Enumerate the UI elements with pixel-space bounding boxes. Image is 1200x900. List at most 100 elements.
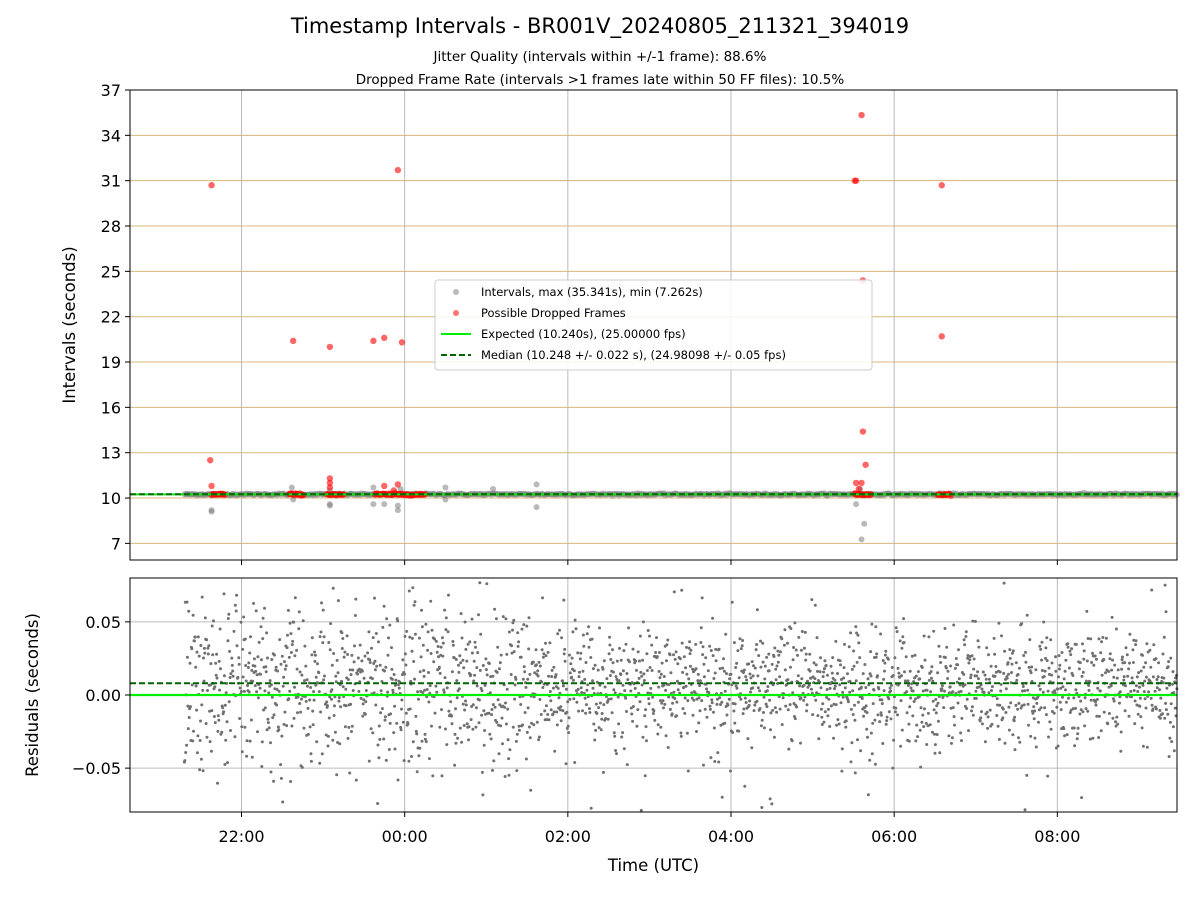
residual-point — [1095, 698, 1099, 701]
residual-point — [971, 619, 975, 623]
residual-point — [833, 684, 837, 688]
residual-point — [857, 641, 861, 645]
residual-point — [843, 686, 847, 690]
residual-point — [675, 700, 679, 704]
residual-point — [1091, 736, 1095, 740]
residual-point — [312, 698, 316, 702]
residual-point — [417, 697, 420, 701]
residual-point — [596, 668, 600, 672]
residual-point — [1009, 681, 1013, 685]
residual-point — [568, 653, 571, 657]
residual-point — [403, 672, 407, 676]
residual-point — [711, 616, 715, 620]
residual-point — [1057, 654, 1061, 658]
residual-point — [477, 613, 480, 617]
residual-point — [578, 657, 582, 661]
residual-point — [416, 690, 420, 694]
residual-point — [881, 742, 885, 745]
residual-point — [404, 663, 408, 667]
residual-point — [732, 641, 736, 645]
residual-point — [430, 628, 434, 632]
residual-point — [1170, 740, 1174, 744]
residual-point — [544, 641, 547, 645]
residual-point — [713, 671, 717, 675]
residual-point — [320, 601, 323, 605]
residual-point — [760, 806, 764, 809]
residual-point — [184, 751, 188, 754]
residual-point — [732, 709, 736, 713]
residual-point — [823, 710, 827, 714]
residual-point — [314, 683, 318, 687]
residual-point — [444, 727, 447, 731]
residual-point — [656, 723, 660, 727]
dropped-frame-point — [852, 479, 860, 487]
residual-point — [838, 659, 842, 663]
residual-point — [324, 733, 328, 737]
residual-point — [547, 718, 551, 722]
residual-point — [452, 656, 456, 660]
residual-point — [1045, 636, 1049, 640]
residual-point — [853, 718, 857, 722]
residual-point — [880, 698, 884, 702]
residual-point — [270, 695, 274, 699]
residual-point — [894, 706, 898, 710]
residual-point — [300, 765, 304, 769]
residual-point — [504, 701, 507, 705]
residual-point — [637, 676, 641, 680]
residual-point — [858, 656, 862, 660]
residual-point — [1140, 726, 1144, 730]
residual-point — [766, 685, 770, 689]
residual-point — [249, 635, 252, 639]
residual-point — [636, 708, 640, 712]
residual-point — [866, 793, 870, 797]
residual-point — [328, 695, 332, 699]
residual-point — [1172, 691, 1176, 695]
residual-point — [1171, 725, 1175, 729]
residual-point — [817, 737, 821, 741]
residual-point — [1152, 643, 1156, 647]
residual-point — [877, 687, 881, 691]
bottom-reference-lines — [130, 682, 1177, 697]
dropped-frame-point — [381, 334, 388, 342]
residual-point — [886, 657, 890, 661]
residual-point — [331, 738, 335, 742]
residual-point — [405, 629, 409, 633]
residual-point — [237, 656, 241, 660]
residual-point — [309, 752, 313, 756]
residual-point — [421, 691, 425, 694]
residual-point — [527, 725, 531, 729]
residual-point — [202, 679, 206, 683]
interval-point — [394, 507, 401, 514]
residual-point — [504, 722, 508, 726]
residual-point — [555, 723, 559, 727]
residual-point — [374, 632, 378, 635]
residual-point — [932, 629, 936, 633]
residual-point — [558, 628, 561, 632]
residual-point — [802, 646, 806, 650]
residual-point — [437, 655, 440, 659]
residual-point — [838, 683, 842, 687]
residual-point — [965, 707, 969, 710]
residual-point — [782, 643, 786, 647]
residual-point — [293, 654, 297, 658]
residual-point — [701, 653, 705, 657]
residual-point — [282, 722, 286, 726]
residual-point — [714, 659, 718, 663]
bottom-y-axis-label: Residuals (seconds) — [23, 613, 42, 777]
residual-point — [609, 697, 613, 701]
residual-point — [1052, 711, 1056, 715]
residual-point — [1169, 702, 1173, 706]
residual-point — [327, 641, 331, 644]
residual-point — [746, 737, 750, 741]
residual-point — [846, 700, 850, 704]
residual-point — [599, 728, 603, 732]
residual-point — [400, 698, 404, 702]
residual-point — [614, 675, 618, 679]
residual-point — [210, 709, 214, 713]
residual-point — [292, 620, 296, 624]
residual-point — [873, 718, 877, 722]
residual-point — [587, 645, 591, 649]
residual-point — [415, 732, 419, 736]
residual-point — [640, 674, 644, 678]
residual-point — [876, 674, 879, 678]
